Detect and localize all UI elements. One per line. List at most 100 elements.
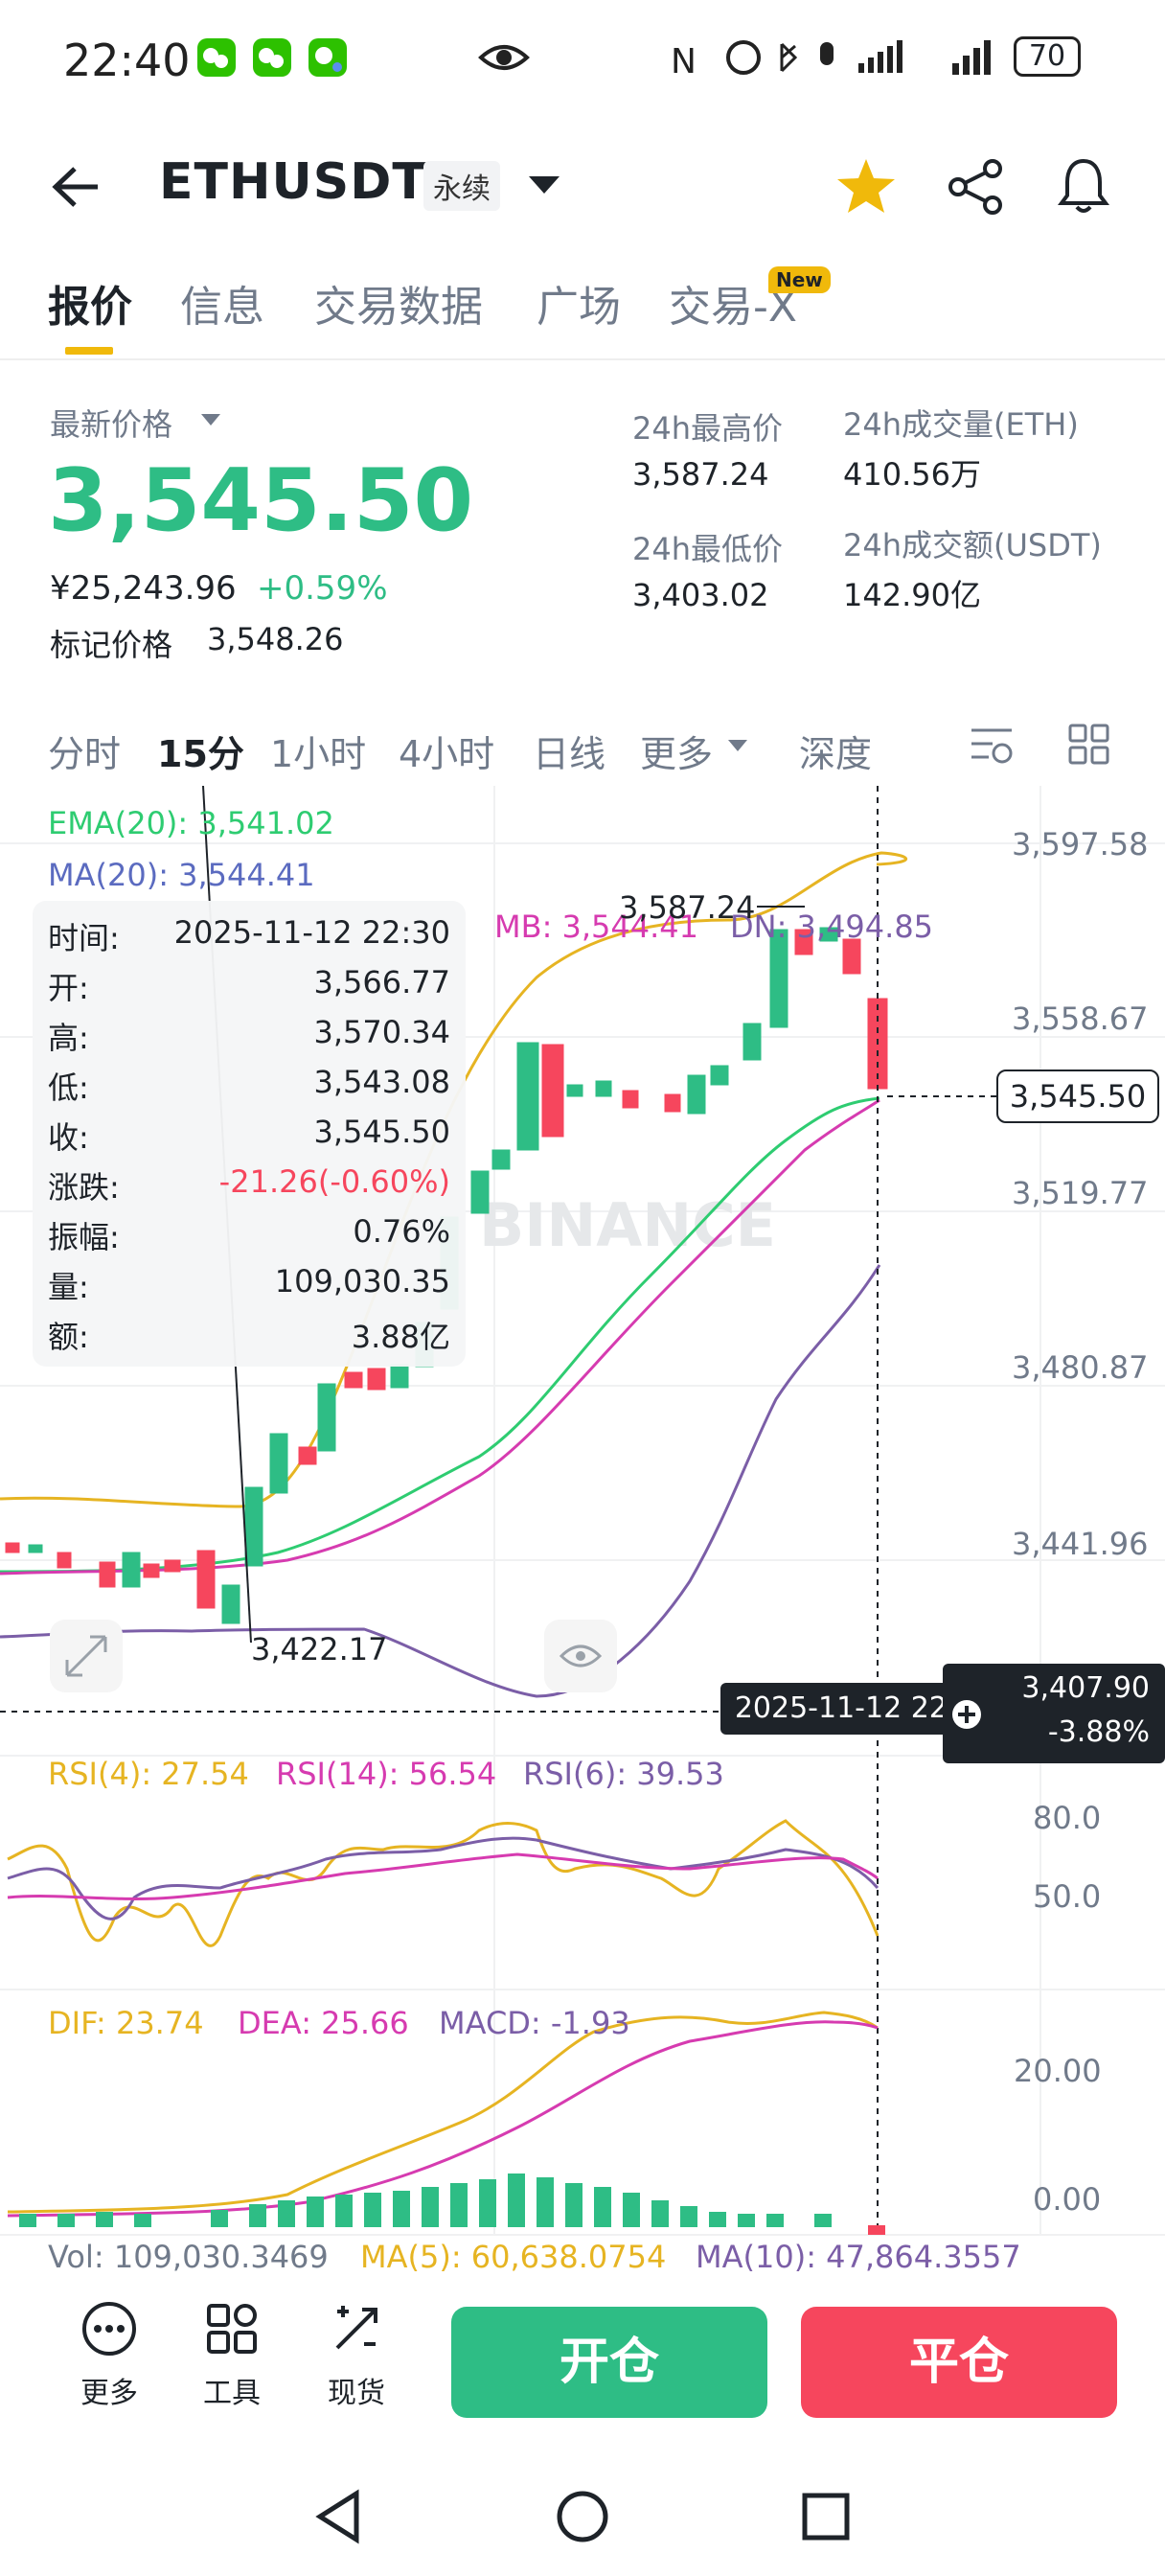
interval-daily[interactable]: 日线 — [533, 733, 606, 775]
crosshair-price: 3,407.90 — [1021, 1671, 1150, 1705]
tools-label: 工具 — [203, 2377, 261, 2410]
ema-label: EMA(20): 3,541.02 — [48, 805, 334, 841]
wechat-work-notification-icon — [308, 38, 347, 77]
nav-recents-icon[interactable] — [799, 2490, 853, 2543]
rsi-axis-tick: 80.0 — [1033, 1800, 1102, 1836]
wechat-notification-icon — [197, 38, 236, 77]
grid-layout-icon[interactable] — [1067, 723, 1111, 767]
contract-type-badge: 永续 — [423, 161, 500, 211]
interval-time[interactable]: 分时 — [48, 733, 122, 775]
volume-ma10-label: MA(10): 47,864.3557 — [696, 2239, 1021, 2275]
tooltip-row: 涨跌: -21.26(-0.60%) — [48, 1163, 450, 1206]
boll-upper-line — [0, 851, 908, 1508]
volume-ma5-label: MA(5): 60,638.0754 — [360, 2239, 667, 2275]
eye-toggle-icon[interactable] — [544, 1620, 617, 1692]
tooltip-row: 振幅: 0.76% — [48, 1213, 450, 1255]
price-axis-tick: 3,597.58 — [1012, 826, 1149, 862]
amount-24h-label: 24h成交额(USDT) — [843, 527, 1102, 564]
eye-icon — [478, 45, 530, 70]
tab-square[interactable]: 广场 — [537, 283, 621, 332]
interval-15m[interactable]: 15分 — [157, 733, 244, 775]
macd-histogram — [19, 2174, 832, 2227]
cny-price: ¥25,243.96 — [50, 569, 237, 608]
latest-price: 3,545.50 — [48, 450, 474, 551]
more-button[interactable]: 更多 — [61, 2300, 157, 2411]
rsi14-line — [7, 1852, 879, 1900]
dif-label: DIF: 23.74 — [48, 2005, 204, 2041]
fullscreen-icon[interactable] — [50, 1620, 123, 1692]
price-axis-tick: 3,480.87 — [1012, 1349, 1149, 1386]
open-position-button[interactable]: 开仓 — [451, 2307, 767, 2418]
tab-trading-data[interactable]: 交易数据 — [314, 283, 483, 332]
back-arrow-icon[interactable] — [50, 163, 103, 211]
candle-tooltip: 时间: 2025-11-12 22:30 开: 3,566.77 高: 3,570.3… — [33, 901, 466, 1367]
macd-axis-tick: 0.00 — [1033, 2181, 1102, 2218]
macd-label: MACD: -1.93 — [439, 2005, 630, 2041]
tooltip-row: 开: 3,566.77 — [48, 964, 450, 1006]
symbol-title[interactable]: ETHUSDT — [159, 153, 427, 211]
tab-quote[interactable]: 报价 — [48, 283, 132, 332]
system-status-icons: N — [671, 40, 902, 81]
swap-arrows-icon — [335, 2306, 377, 2350]
status-bar: 22:40 N 70 — [0, 0, 1165, 115]
macd-axis-tick: 20.00 — [1014, 2053, 1102, 2089]
crosshair-pct: -3.88% — [1047, 1715, 1150, 1749]
low-marker-label: 3,422.17 — [251, 1631, 388, 1668]
dn-label: DN: 3,494.85 — [730, 908, 934, 945]
active-tab-indicator — [65, 347, 113, 355]
signal-icon — [952, 40, 991, 75]
price-change-pct: +0.59% — [257, 569, 388, 608]
tooltip-row: 收: 3,545.50 — [48, 1114, 450, 1156]
low-24h-label: 24h最低价 — [632, 531, 784, 567]
crosshair-price-box: 3,407.90 -3.88% — [943, 1664, 1165, 1763]
high-24h-label: 24h最高价 — [632, 410, 784, 447]
spot-button[interactable]: 现货 — [308, 2300, 404, 2411]
amount-24h-value: 142.90亿 — [843, 577, 981, 613]
vol-24h-value: 410.56万 — [843, 456, 981, 493]
caret-down-icon[interactable] — [525, 171, 563, 199]
close-position-button[interactable]: 平仓 — [801, 2307, 1117, 2418]
tools-grid-icon — [207, 2304, 257, 2354]
dea-line — [7, 2020, 879, 2218]
mark-price-value: 3,548.26 — [207, 621, 344, 657]
price-axis-tick: 3,441.96 — [1012, 1526, 1149, 1562]
dif-line — [7, 2011, 879, 2214]
nav-home-icon[interactable] — [554, 2488, 611, 2545]
crosshair-plus-icon[interactable] — [950, 1698, 983, 1731]
kline-chart[interactable]: BINANCE — [0, 786, 1165, 2252]
tab-info[interactable]: 信息 — [180, 283, 264, 332]
price-axis-tick: 3,558.67 — [1012, 1000, 1149, 1037]
current-price-tag: 3,545.50 — [996, 1070, 1159, 1123]
wechat-notification-icon — [253, 38, 291, 77]
nav-back-icon[interactable] — [312, 2488, 366, 2545]
interval-1h[interactable]: 1小时 — [270, 733, 367, 775]
star-favorite-icon[interactable] — [835, 155, 897, 217]
tooltip-row: 高: 3,570.34 — [48, 1014, 450, 1056]
interval-4h[interactable]: 4小时 — [399, 733, 495, 775]
price-axis-tick: 3,519.77 — [1012, 1175, 1149, 1211]
share-icon[interactable] — [947, 157, 1006, 217]
battery-icon: 70 — [1014, 36, 1081, 77]
rsi6-line — [7, 1836, 879, 1920]
bottom-action-bar: 更多 工具 现货 开仓 平仓 — [0, 2271, 1165, 2453]
volume-label: Vol: 109,030.3469 — [48, 2239, 329, 2275]
interval-depth[interactable]: 深度 — [799, 733, 873, 775]
spot-label: 现货 — [328, 2377, 385, 2410]
mb-label: MB: 3,544.41 — [494, 908, 699, 945]
latest-price-label[interactable]: 最新价格 — [50, 406, 173, 443]
binance-watermark: BINANCE — [479, 1190, 776, 1260]
rsi-axis-tick: 50.0 — [1033, 1878, 1102, 1915]
bell-notification-icon[interactable] — [1054, 155, 1113, 217]
tools-button[interactable]: 工具 — [184, 2300, 280, 2411]
vol-24h-label: 24h成交量(ETH) — [843, 406, 1079, 443]
interval-more[interactable]: 更多 — [640, 733, 714, 775]
indicator-settings-icon[interactable] — [968, 723, 1016, 767]
boll-lower-line — [0, 1264, 881, 1698]
caret-down-icon[interactable] — [199, 412, 222, 429]
caret-down-icon[interactable] — [726, 738, 749, 755]
more-dots-icon — [82, 2302, 136, 2356]
tooltip-row: 量: 109,030.35 — [48, 1263, 450, 1305]
low-24h-value: 3,403.02 — [632, 577, 769, 613]
new-badge: New — [768, 266, 831, 293]
svg-text:N: N — [671, 42, 697, 81]
